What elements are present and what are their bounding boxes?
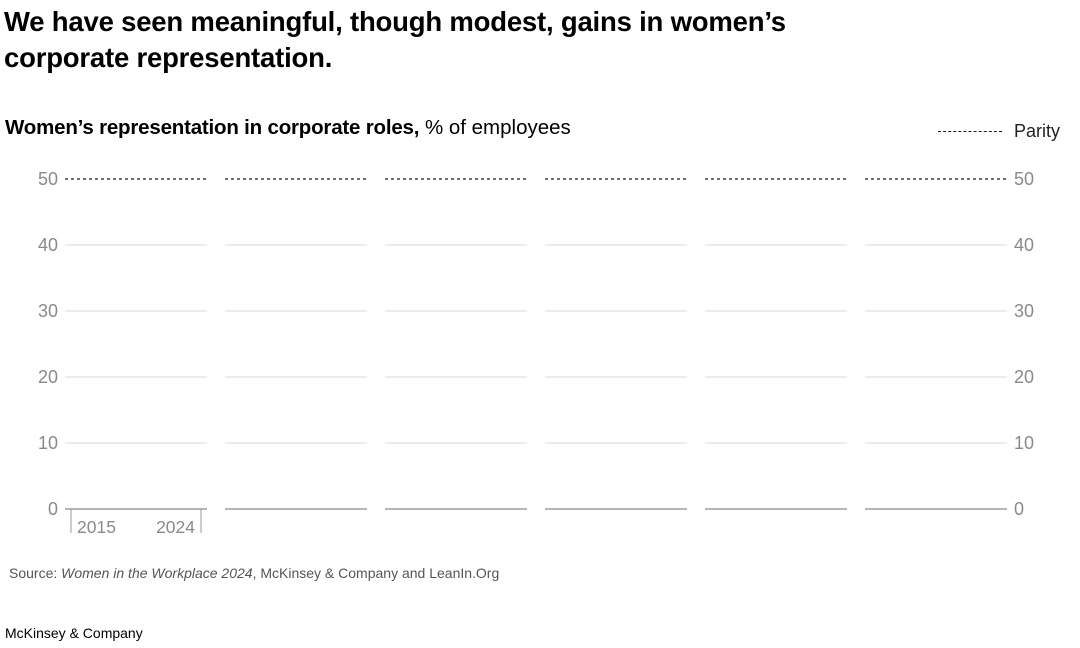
y-tick-right: 0 bbox=[1014, 499, 1024, 519]
source-suffix: , McKinsey & Company and LeanIn.Org bbox=[252, 565, 500, 581]
source-note: Source: Women in the Workplace 2024, McK… bbox=[9, 565, 499, 581]
x-label-end: 2024 bbox=[156, 517, 195, 537]
chart-subtitle: Women’s representation in corporate role… bbox=[5, 116, 571, 140]
y-tick-right: 20 bbox=[1014, 367, 1034, 387]
y-tick-left: 20 bbox=[38, 367, 58, 387]
y-tick-left: 10 bbox=[38, 433, 58, 453]
y-tick-left: 0 bbox=[48, 499, 58, 519]
small-multiples-chart: 0 0 10 10 20 20 30 30 40 40 50 50 2015 2024 bbox=[38, 169, 1034, 537]
brand-logo-text: McKinsey & Company bbox=[5, 625, 143, 641]
source-prefix: Source: bbox=[9, 565, 62, 581]
y-tick-left: 40 bbox=[38, 235, 58, 255]
y-tick-left: 50 bbox=[38, 169, 58, 189]
parity-legend-label: Parity bbox=[1013, 121, 1060, 141]
y-tick-right: 10 bbox=[1014, 433, 1034, 453]
y-tick-right: 40 bbox=[1014, 235, 1034, 255]
source-title: Women in the Workplace 2024 bbox=[61, 565, 253, 581]
parity-legend-swatch bbox=[937, 131, 1002, 132]
y-tick-right: 50 bbox=[1014, 169, 1034, 189]
y-tick-left: 30 bbox=[38, 301, 58, 321]
y-tick-right: 30 bbox=[1014, 301, 1034, 321]
chart-unit: % of employees bbox=[424, 116, 571, 139]
chart-title: Women’s representation in corporate role… bbox=[5, 116, 420, 139]
chart-headline: We have seen meaningful, though modest, … bbox=[4, 6, 786, 73]
x-label-start: 2015 bbox=[77, 517, 116, 537]
legend: Parity bbox=[937, 121, 1060, 142]
